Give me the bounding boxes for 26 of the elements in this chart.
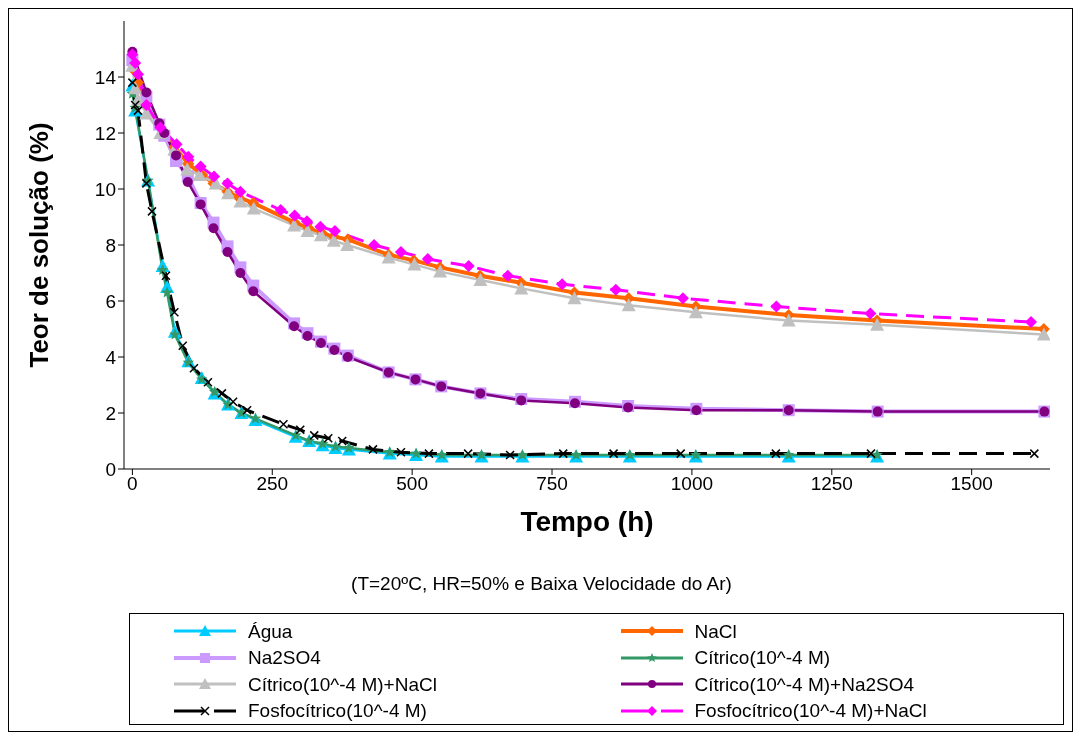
y-tick-label: 12 bbox=[94, 122, 116, 144]
text: (T=20ºC, HR=50% e Baixa Velocidade do Ar) bbox=[350, 573, 733, 595]
y-tick-label: 0 bbox=[105, 458, 116, 480]
y-tick-label: 8 bbox=[105, 234, 116, 256]
legend-label: NaCl bbox=[694, 619, 737, 644]
y-axis-title: Teor de solução (%) bbox=[24, 122, 55, 368]
legend-label: Na2SO4 bbox=[248, 646, 321, 671]
y-tick-label: 6 bbox=[105, 290, 116, 312]
x-tick-label: 250 bbox=[256, 473, 289, 495]
y-tick-label: 2 bbox=[105, 402, 116, 424]
x-tick-label: 500 bbox=[396, 473, 428, 495]
legend-label: Cítrico(10^-4 M)+Na2SO4 bbox=[694, 672, 915, 697]
x-tick-label: 750 bbox=[536, 473, 568, 495]
x-tick-label: 1250 bbox=[810, 473, 853, 495]
x-axis-title: Tempo (h) bbox=[520, 505, 654, 537]
legend-label: Fosfocítrico(10^-4 M)+NaCl bbox=[694, 699, 927, 724]
legend-label: Cítrico(10^-4 M)+NaCl bbox=[248, 672, 437, 697]
x-tick-label: 1000 bbox=[670, 473, 714, 495]
legend-label: Água bbox=[248, 619, 293, 644]
y-tick-label: 10 bbox=[94, 178, 116, 200]
legend-label: Fosfocítrico(10^-4 M) bbox=[248, 699, 427, 724]
y-tick-label: 14 bbox=[94, 66, 117, 88]
legend-label: Cítrico(10^-4 M) bbox=[694, 646, 831, 671]
y-tick-label: 4 bbox=[105, 346, 117, 368]
x-tick-label: 1500 bbox=[950, 473, 993, 495]
x-tick-label: 0 bbox=[127, 473, 138, 495]
